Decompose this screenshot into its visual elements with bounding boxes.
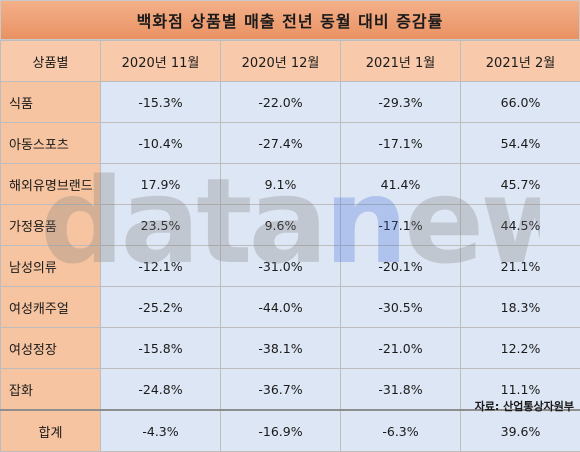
table-cell: 12.2% — [461, 328, 580, 369]
table-row: 아동스포츠 -10.4% -27.4% -17.1% 54.4% — [1, 123, 580, 164]
table-cell: -16.9% — [221, 410, 341, 452]
row-label: 합계 — [1, 410, 101, 452]
table-row: 여성캐주얼 -25.2% -44.0% -30.5% 18.3% — [1, 287, 580, 328]
row-label: 여성캐주얼 — [1, 287, 101, 328]
sales-change-table: 상품별 2020년 11월 2020년 12월 2021년 1월 2021년 2… — [0, 40, 580, 452]
table-cell: 39.6% — [461, 410, 580, 452]
total-row: 합계 -4.3% -16.9% -6.3% 39.6% — [1, 410, 580, 452]
table-cell: 44.5% — [461, 205, 580, 246]
table-cell: -31.0% — [221, 246, 341, 287]
table-cell: 9.6% — [221, 205, 341, 246]
table-cell: -17.1% — [341, 123, 461, 164]
table-cell: -30.5% — [341, 287, 461, 328]
row-label: 잡화 — [1, 369, 101, 411]
table-cell: 17.9% — [101, 164, 221, 205]
table-row: 여성정장 -15.8% -38.1% -21.0% 12.2% — [1, 328, 580, 369]
table-cell: -24.8% — [101, 369, 221, 411]
table-cell: -15.3% — [101, 82, 221, 123]
table-row: 해외유명브랜드 17.9% 9.1% 41.4% 45.7% — [1, 164, 580, 205]
table-cell: 23.5% — [101, 205, 221, 246]
table-cell: -21.0% — [341, 328, 461, 369]
row-label: 남성의류 — [1, 246, 101, 287]
table-cell: -44.0% — [221, 287, 341, 328]
header-2021-01: 2021년 1월 — [341, 41, 461, 82]
row-label: 여성정장 — [1, 328, 101, 369]
table-cell: 54.4% — [461, 123, 580, 164]
table-cell: 21.1% — [461, 246, 580, 287]
table-title: 백화점 상품별 매출 전년 동월 대비 증감률 — [0, 0, 580, 40]
header-2020-11: 2020년 11월 — [101, 41, 221, 82]
header-category: 상품별 — [1, 41, 101, 82]
table-row: 식품 -15.3% -22.0% -29.3% 66.0% — [1, 82, 580, 123]
header-row: 상품별 2020년 11월 2020년 12월 2021년 1월 2021년 2… — [1, 41, 580, 82]
source-note: 자료: 산업통상자원부 — [475, 398, 574, 414]
table-cell: 45.7% — [461, 164, 580, 205]
table-cell: -6.3% — [341, 410, 461, 452]
table-cell: -27.4% — [221, 123, 341, 164]
header-2021-02: 2021년 2월 — [461, 41, 580, 82]
table-cell: -25.2% — [101, 287, 221, 328]
table-cell: -38.1% — [221, 328, 341, 369]
table-cell: 66.0% — [461, 82, 580, 123]
table-cell: -31.8% — [341, 369, 461, 411]
table-cell: -29.3% — [341, 82, 461, 123]
table-cell: 18.3% — [461, 287, 580, 328]
header-2020-12: 2020년 12월 — [221, 41, 341, 82]
table-cell: 9.1% — [221, 164, 341, 205]
table-cell: -10.4% — [101, 123, 221, 164]
row-label: 해외유명브랜드 — [1, 164, 101, 205]
table-cell: -36.7% — [221, 369, 341, 411]
row-label: 식품 — [1, 82, 101, 123]
row-label: 가정용품 — [1, 205, 101, 246]
table-cell: -20.1% — [341, 246, 461, 287]
table-cell: -4.3% — [101, 410, 221, 452]
table-cell: -12.1% — [101, 246, 221, 287]
table-row: 남성의류 -12.1% -31.0% -20.1% 21.1% — [1, 246, 580, 287]
table-row: 가정용품 23.5% 9.6% -17.1% 44.5% — [1, 205, 580, 246]
table-cell: -15.8% — [101, 328, 221, 369]
table-cell: -22.0% — [221, 82, 341, 123]
table-cell: -17.1% — [341, 205, 461, 246]
row-label: 아동스포츠 — [1, 123, 101, 164]
table-cell: 41.4% — [341, 164, 461, 205]
